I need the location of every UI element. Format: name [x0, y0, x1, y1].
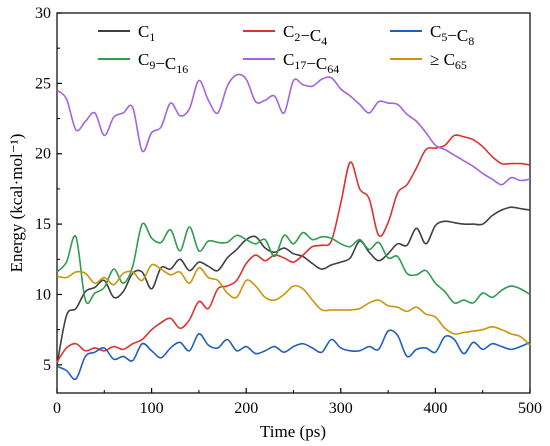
y-axis-title: Energy (kcal·mol⁻¹)	[7, 134, 26, 273]
x-tick-label: 400	[423, 400, 447, 417]
y-axis-ticks: 5 10 15 20 25 30	[35, 5, 62, 374]
series-lines	[56, 73, 531, 381]
x-tick-label: 200	[234, 400, 258, 417]
legend-label-5: ≥ C65	[430, 50, 467, 72]
x-tick-label: 500	[518, 400, 542, 417]
legend-label-1: C2−C4	[283, 22, 327, 48]
y-tick-label: 20	[35, 146, 51, 163]
series-line-1	[56, 134, 531, 363]
legend: C1 C2−C4 C5−C8 C9−C16 C17−C64 ≥ C65	[98, 22, 474, 76]
legend-label-4: C17−C64	[283, 50, 339, 76]
x-axis-title: Time (ps)	[260, 422, 326, 441]
x-tick-label: 300	[329, 400, 353, 417]
series-line-0	[56, 206, 531, 366]
series-line-2	[56, 329, 531, 381]
legend-label-2: C5−C8	[430, 22, 474, 48]
y-tick-label: 5	[43, 357, 51, 374]
series-line-3	[56, 222, 531, 305]
series-line-4	[56, 73, 531, 186]
x-tick-label: 100	[140, 400, 164, 417]
legend-label-0: C1	[138, 22, 155, 44]
x-tick-label: 0	[53, 400, 61, 417]
series-line-5	[56, 263, 531, 346]
y-tick-label: 30	[35, 5, 51, 22]
y-tick-label: 15	[35, 216, 51, 233]
y-tick-label: 25	[35, 75, 51, 92]
legend-label-3: C9−C16	[138, 50, 188, 76]
y-tick-label: 10	[35, 286, 51, 303]
x-axis-ticks: 0 100 200 300 400 500	[53, 388, 542, 417]
